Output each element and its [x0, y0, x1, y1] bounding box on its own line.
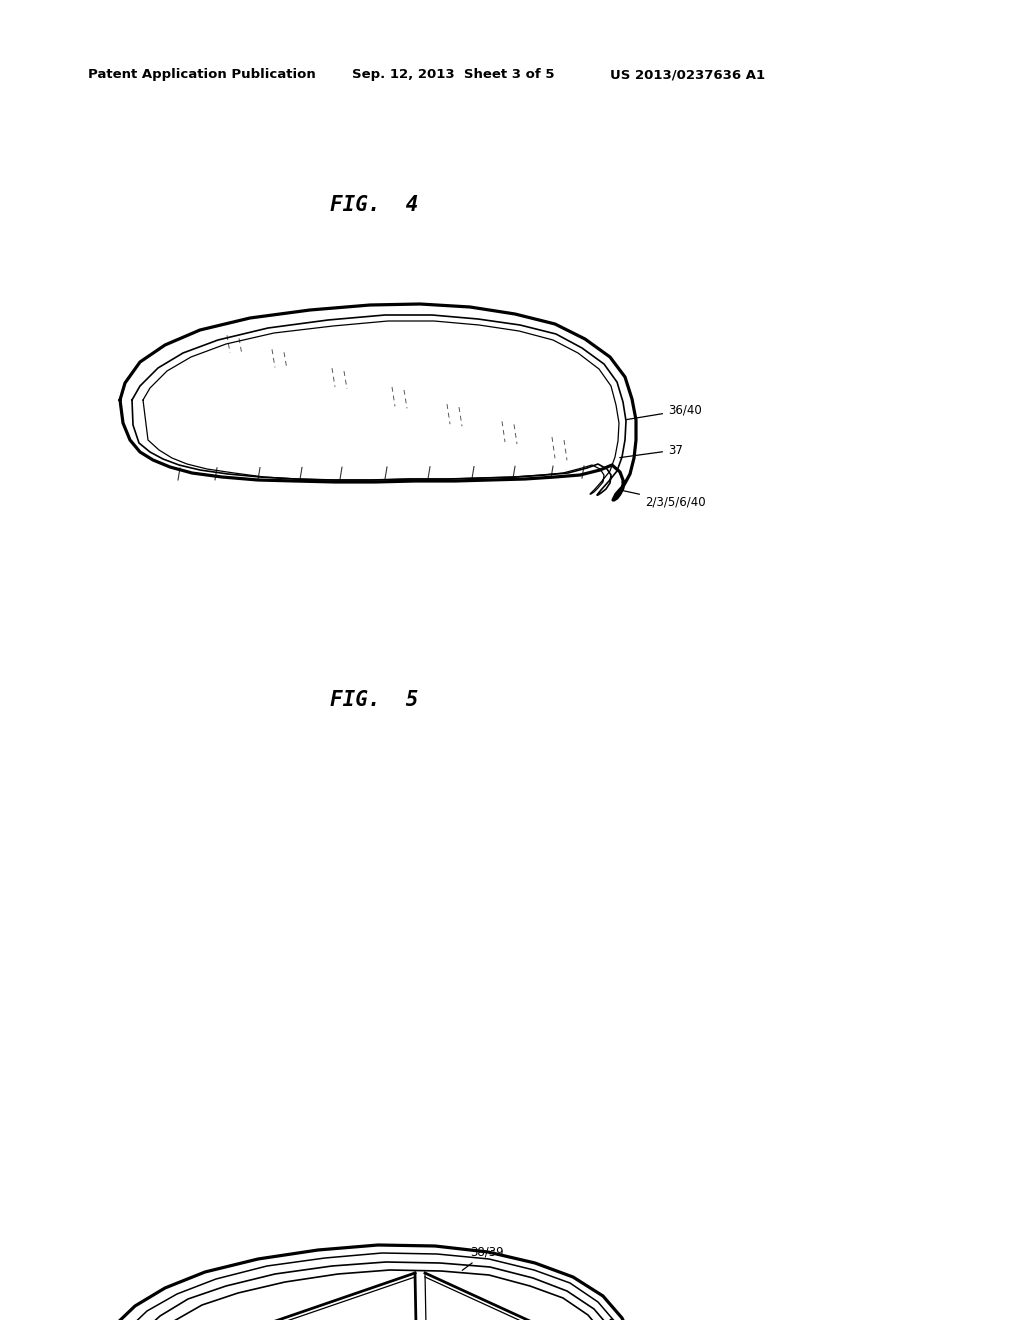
Text: FIG.  5: FIG. 5	[330, 690, 419, 710]
Text: 37: 37	[620, 444, 683, 458]
Text: 36/40: 36/40	[627, 404, 701, 420]
Text: Sep. 12, 2013  Sheet 3 of 5: Sep. 12, 2013 Sheet 3 of 5	[352, 69, 555, 81]
Text: Patent Application Publication: Patent Application Publication	[88, 69, 315, 81]
Text: FIG.  4: FIG. 4	[330, 195, 419, 215]
Text: US 2013/0237636 A1: US 2013/0237636 A1	[610, 69, 765, 81]
Text: 2/3/5/6/40: 2/3/5/6/40	[623, 491, 706, 508]
Text: 38/39: 38/39	[462, 1246, 504, 1270]
